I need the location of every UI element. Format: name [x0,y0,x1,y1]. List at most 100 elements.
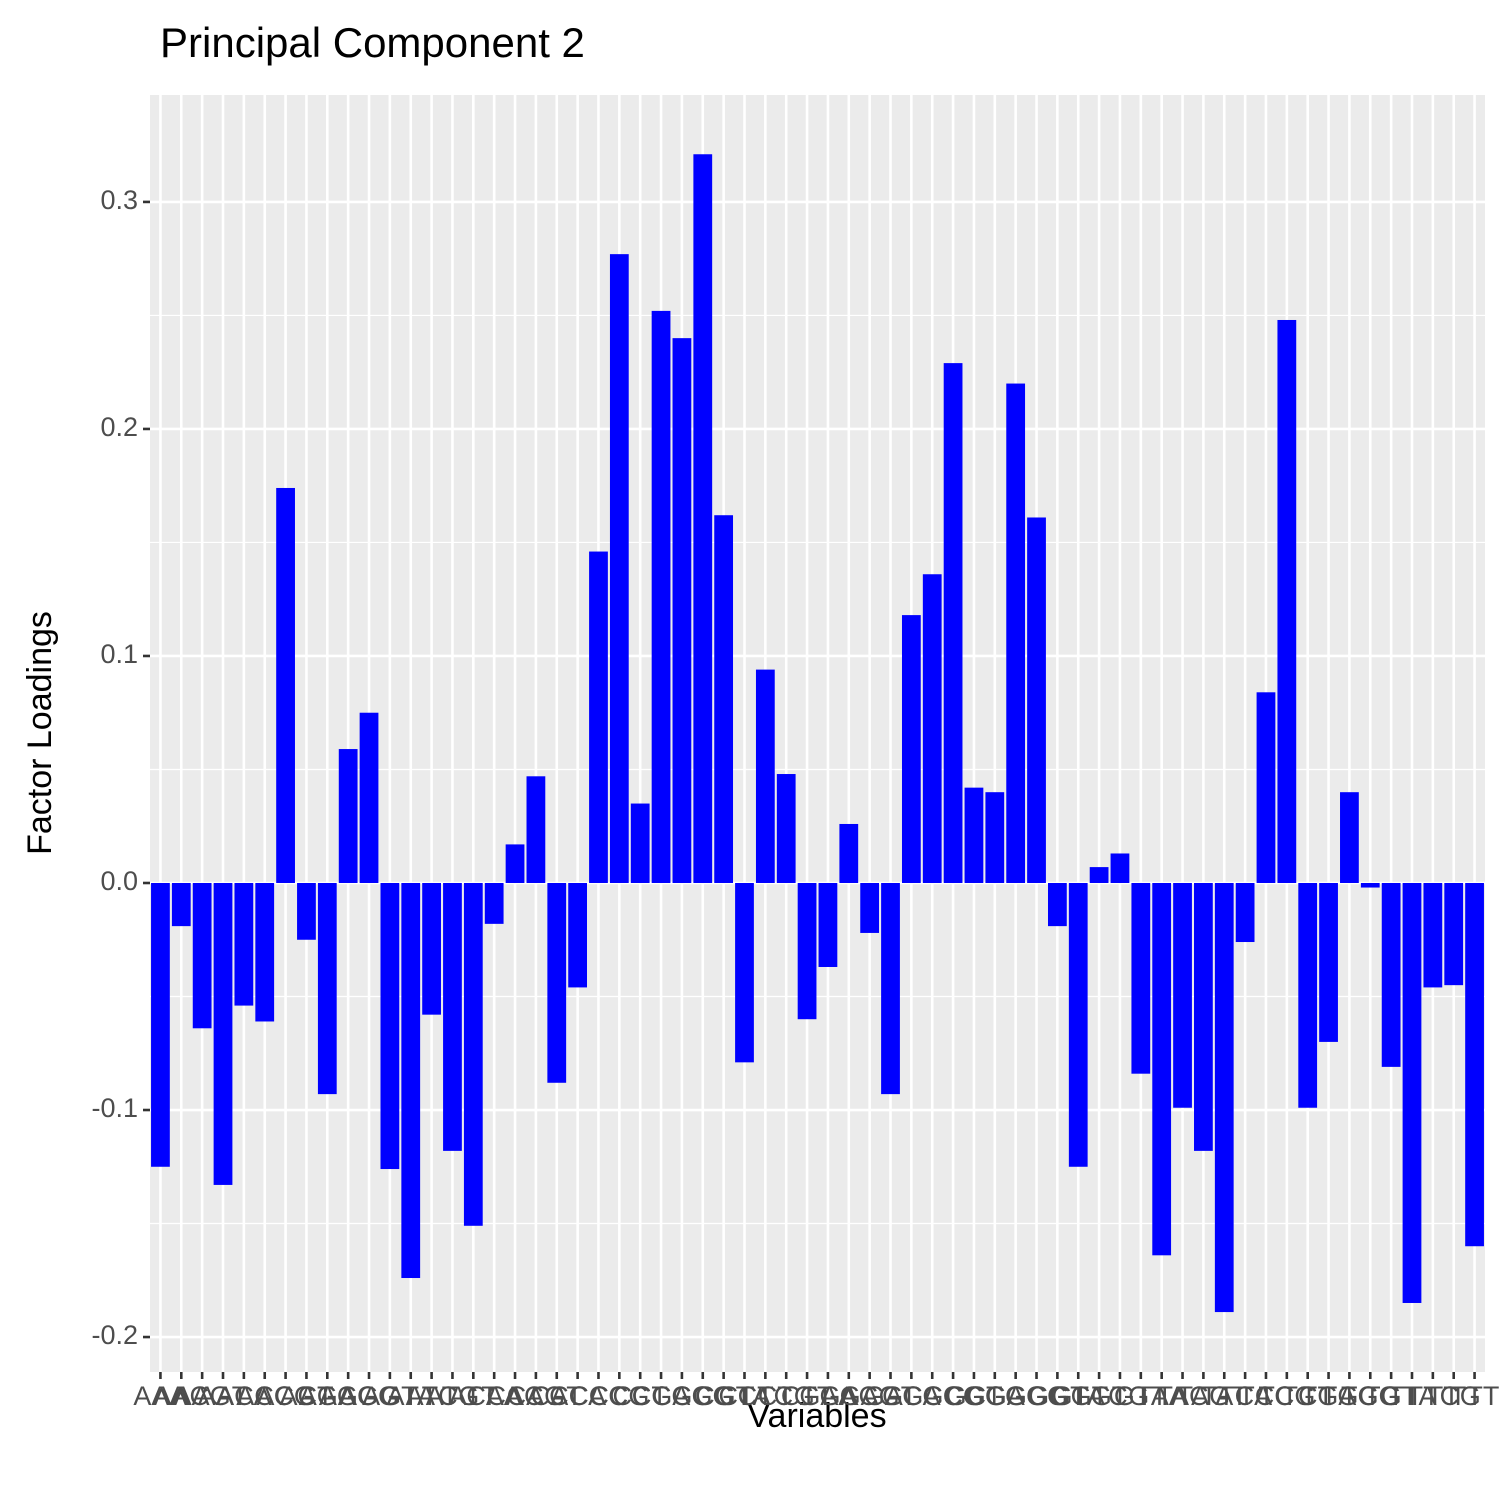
x-tick-label: TCA [1218,1381,1272,1411]
bar [401,882,421,1279]
bar [338,749,358,883]
x-tick-label: CTG [758,1381,815,1411]
x-tick-label: AAC [154,1381,210,1411]
bar [1068,882,1088,1167]
bar [1402,882,1422,1303]
x-tick-label: CGC [652,1381,712,1411]
bar [151,882,170,1167]
x-tick-label: CTT [781,1381,833,1411]
x-tick-label: AAA [133,1381,187,1411]
bar [985,792,1005,883]
bar [1131,882,1151,1074]
y-tick-label: 0.1 [100,639,138,669]
x-tick-label: TAA [1136,1381,1187,1411]
bar [443,882,462,1151]
x-tick-label: CAT [531,1381,583,1411]
bar [1027,517,1046,883]
x-tick-label: ATG [426,1381,480,1411]
x-tick-label: TTT [1450,1381,1499,1411]
x-tick-label: AGC [319,1381,378,1411]
x-tick-label: CCA [549,1381,606,1411]
bar [1173,882,1192,1108]
bar [1006,383,1026,883]
bar [839,823,859,883]
x-tick-label: CTC [738,1381,794,1411]
x-tick-label: GCC [902,1381,962,1411]
x-tick-label: CGA [632,1381,691,1411]
x-tick-label: TAC [1157,1381,1209,1411]
x-tick-label: AGA [299,1381,356,1411]
bar [901,615,921,883]
bar [776,774,796,883]
x-tick-label: GCT [945,1381,1002,1411]
bar [463,882,483,1226]
x-tick-label: GAC [820,1381,879,1411]
x-tick-label: TCT [1281,1381,1333,1411]
bar [1194,882,1213,1151]
x-tick-label: GGA [965,1381,1025,1411]
bar [797,882,817,1020]
x-tick-label: TTC [1407,1381,1459,1411]
bar [1214,882,1234,1313]
x-tick-label: ATA [386,1381,435,1411]
bar [735,882,754,1063]
x-tick-label: TAT [1201,1381,1248,1411]
y-axis-label: Factor Loadings [21,611,59,855]
x-tick-label: GTA [1051,1381,1105,1411]
x-tick-label: AGG [339,1381,399,1411]
bar [505,844,525,883]
x-tick-label: TTG [1427,1381,1481,1411]
x-tick-label: AAT [198,1381,249,1411]
bar [589,551,608,883]
bar [1047,882,1067,927]
x-tick-label: AAG [174,1381,231,1411]
bar [359,712,379,883]
bar [422,882,441,1015]
y-tick-label: 0.3 [100,185,138,215]
x-tick-label: TTA [1387,1381,1436,1411]
x-axis-label: Variables [747,1397,886,1435]
x-tick-label: GTC [1071,1381,1128,1411]
x-tick-label: TAG [1177,1381,1231,1411]
chart-title: Principal Component 2 [160,19,585,66]
bar [255,882,275,1022]
bar [1381,882,1401,1067]
bar [881,882,900,1095]
bar [964,787,984,883]
x-tick-label: GAG [840,1381,900,1411]
bar [192,882,212,1029]
bar [1152,882,1172,1256]
x-tick-label: TCG [1258,1381,1315,1411]
x-tick-label: GCG [922,1381,984,1411]
x-tick-label: GGT [1028,1381,1087,1411]
bar [818,882,838,967]
bar [1444,882,1464,986]
y-tick-label: 0.0 [100,866,138,896]
y-tick-label: -0.1 [91,1093,138,1123]
x-tick-label: ACG [256,1381,315,1411]
x-tick-label: TGT [1364,1381,1418,1411]
bar [1423,882,1443,988]
bar [1319,882,1338,1042]
x-tick-label: CCG [589,1381,649,1411]
bar [171,882,191,927]
x-tick-label: GCA [882,1381,941,1411]
x-tick-label: ACC [236,1381,293,1411]
bar [526,776,546,883]
x-tick-label: GAT [864,1381,918,1411]
y-tick-label: 0.2 [100,412,138,442]
bar [651,310,671,883]
bar [1465,882,1484,1247]
x-tick-label: GTT [1114,1381,1168,1411]
bar [1340,792,1359,883]
x-tick-label: ACA [216,1381,272,1411]
x-tick-label: ACT [279,1381,333,1411]
bar [1298,882,1318,1108]
x-tick-label: CAG [507,1381,566,1411]
x-tick-label: TGG [1341,1381,1400,1411]
bar [1360,882,1380,888]
x-tick-label: GGC [985,1381,1047,1411]
bar [234,882,254,1006]
x-tick-label: ATC [406,1381,458,1411]
